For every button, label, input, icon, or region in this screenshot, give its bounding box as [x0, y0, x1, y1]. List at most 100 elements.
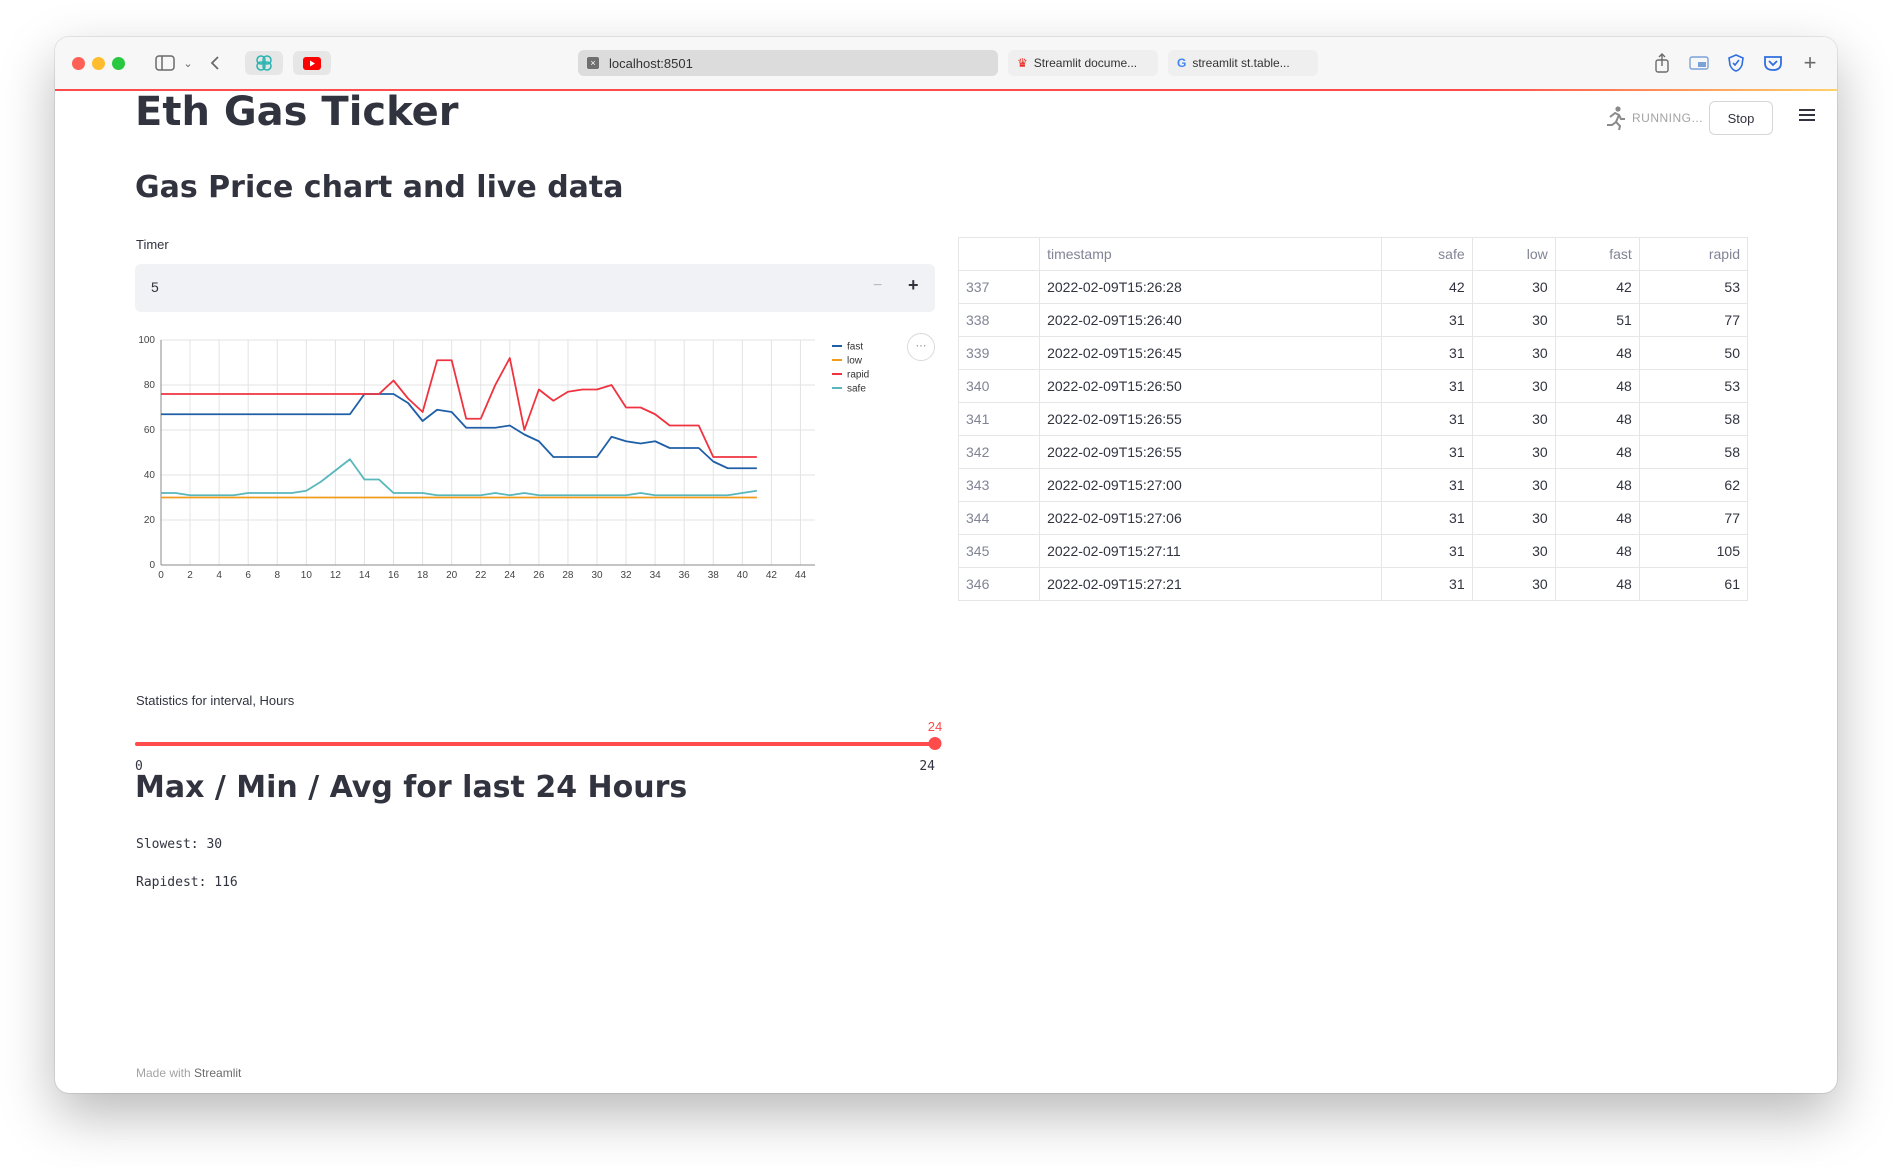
x-tick-label: 38 [708, 570, 720, 581]
x-tick-label: 24 [504, 570, 516, 581]
table-cell: 48 [1554, 369, 1640, 403]
footer-prefix: Made with [136, 1066, 191, 1080]
zoom-window-button[interactable] [112, 57, 125, 70]
slider-track[interactable] [135, 742, 935, 746]
x-tick-label: 14 [359, 570, 371, 581]
table-cell: 105 [1638, 534, 1749, 568]
table-row: 345 2022-02-09T15:27:11 31 30 48 105 [957, 534, 1749, 568]
google-icon: G [1177, 56, 1187, 70]
table-header-cell[interactable]: timestamp [1039, 237, 1382, 271]
table-header-cell[interactable]: safe [1380, 237, 1473, 271]
legend-label-low: low [847, 356, 863, 367]
table-cell: 30 [1471, 501, 1556, 535]
legend-label-fast: fast [847, 342, 863, 353]
crown-icon: ♛ [1017, 56, 1028, 70]
row-index-cell: 341 [957, 402, 1041, 436]
table-cell: 30 [1471, 567, 1556, 601]
timer-label: Timer [136, 237, 169, 252]
back-arrow-icon[interactable] [205, 51, 225, 75]
footer-streamlit-link[interactable]: Streamlit [194, 1066, 242, 1080]
sidebar-toggle-icon[interactable] [152, 51, 178, 75]
legend-label-safe: safe [847, 384, 866, 395]
table-cell: 77 [1638, 501, 1749, 535]
hamburger-menu-icon[interactable] [1799, 108, 1815, 127]
table-row: 343 2022-02-09T15:27:00 31 30 48 62 [957, 468, 1749, 502]
slider-max-label: 24 [919, 759, 935, 774]
table-cell: 48 [1554, 435, 1640, 469]
slider-fill [135, 742, 935, 746]
new-tab-icon[interactable]: + [1803, 50, 1817, 75]
table-cell: 30 [1471, 468, 1556, 502]
y-tick-label: 80 [144, 380, 156, 391]
table-cell: 31 [1380, 336, 1473, 370]
pocket-icon[interactable] [1762, 51, 1784, 75]
table-cell: 30 [1471, 435, 1556, 469]
tab-label: streamlit st.table... [1192, 56, 1290, 70]
timer-number-input: 5 − + [135, 264, 935, 312]
url-text: localhost:8501 [609, 55, 693, 71]
decrement-button[interactable]: − [873, 277, 883, 294]
table-cell: 31 [1380, 468, 1473, 502]
x-tick-label: 36 [679, 570, 691, 581]
x-tick-label: 12 [330, 570, 342, 581]
shield-icon[interactable] [1725, 51, 1747, 75]
table-cell: 30 [1471, 369, 1556, 403]
address-bar[interactable]: × localhost:8501 [578, 50, 998, 76]
extension-icon[interactable] [245, 51, 283, 75]
table-cell: 2022-02-09T15:27:06 [1039, 501, 1382, 535]
share-icon[interactable] [1651, 51, 1673, 75]
table-cell: 48 [1554, 567, 1640, 601]
stop-button[interactable]: Stop [1709, 101, 1773, 135]
streamlit-app: Eth Gas Ticker RUNNING... Stop Gas Price… [55, 90, 1837, 1093]
rapidest-stat: Rapidest: 116 [136, 875, 238, 890]
data-table: timestamp safe low fast rapid 337 2022-02-09T… [957, 237, 1749, 601]
youtube-icon[interactable] [293, 51, 331, 75]
table-cell: 2022-02-09T15:26:28 [1039, 270, 1382, 304]
x-tick-label: 22 [475, 570, 487, 581]
slider-current-value: 24 [927, 719, 943, 734]
tab-google-search[interactable]: G streamlit st.table... [1168, 50, 1318, 76]
table-cell: 31 [1380, 369, 1473, 403]
increment-button[interactable]: + [908, 275, 919, 295]
x-tick-label: 16 [388, 570, 400, 581]
series-line-rapid [161, 357, 757, 458]
row-index-cell: 337 [957, 270, 1041, 304]
table-cell: 31 [1380, 567, 1473, 601]
slider-thumb[interactable] [928, 737, 942, 750]
table-cell: 2022-02-09T15:27:00 [1039, 468, 1382, 502]
table-cell: 2022-02-09T15:27:11 [1039, 534, 1382, 568]
table-row: 338 2022-02-09T15:26:40 31 30 51 77 [957, 303, 1749, 337]
table-header-cell[interactable]: fast [1554, 237, 1640, 271]
table-cell: 53 [1638, 369, 1749, 403]
table-header-cell[interactable] [957, 237, 1041, 271]
browser-toolbar: ⌄ × localhost:8501 ♛ Streamlit docume...… [55, 37, 1837, 90]
table-cell: 2022-02-09T15:26:45 [1039, 336, 1382, 370]
row-index-cell: 340 [957, 369, 1041, 403]
table-header-cell[interactable]: rapid [1638, 237, 1749, 271]
tab-streamlit-docs[interactable]: ♛ Streamlit docume... [1008, 50, 1158, 76]
chevron-down-icon[interactable]: ⌄ [183, 57, 193, 70]
running-icon [1604, 105, 1628, 136]
table-cell: 48 [1554, 534, 1640, 568]
minimize-window-button[interactable] [92, 57, 105, 70]
slowest-stat: Slowest: 30 [136, 837, 223, 852]
table-cell: 30 [1471, 402, 1556, 436]
table-cell: 48 [1554, 501, 1640, 535]
chart-actions-menu-icon[interactable]: ⋯ [907, 333, 935, 361]
close-window-button[interactable] [72, 57, 85, 70]
interval-slider: 24 0 24 [135, 719, 942, 779]
footer: Made with Streamlit [136, 1066, 241, 1080]
y-tick-label: 60 [144, 425, 156, 436]
table-cell: 48 [1554, 468, 1640, 502]
table-cell: 30 [1471, 270, 1556, 304]
picture-in-picture-icon[interactable] [1687, 51, 1711, 75]
table-row: 341 2022-02-09T15:26:55 31 30 48 58 [957, 402, 1749, 436]
x-tick-label: 4 [216, 570, 222, 581]
table-cell: 77 [1638, 303, 1749, 337]
table-row: 340 2022-02-09T15:26:50 31 30 48 53 [957, 369, 1749, 403]
table-cell: 2022-02-09T15:27:21 [1039, 567, 1382, 601]
x-tick-label: 6 [245, 570, 251, 581]
table-header-cell[interactable]: low [1471, 237, 1556, 271]
timer-input-value[interactable]: 5 [151, 279, 159, 295]
stats-heading: Max / Min / Avg for last 24 Hours [135, 770, 688, 805]
